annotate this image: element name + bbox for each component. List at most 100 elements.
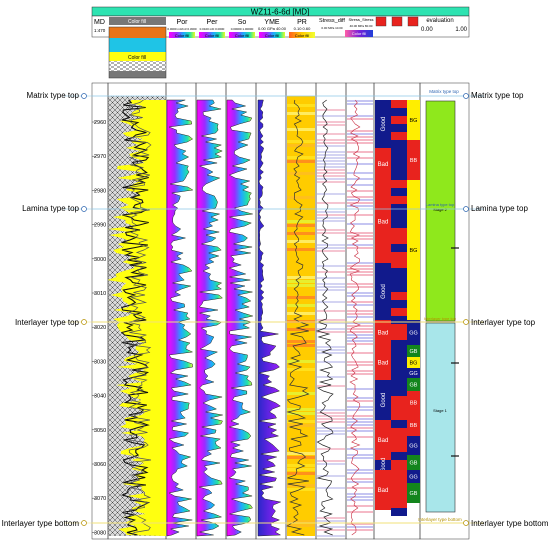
marker-left-icon-bottom xyxy=(81,520,87,526)
class-label: Good xyxy=(381,117,387,132)
stress-diff-band xyxy=(317,529,345,531)
left-marker-labels: Matrix type top Lamina type top Interlay… xyxy=(2,91,87,528)
class-label: Bad xyxy=(378,162,389,168)
stress-diff-band xyxy=(317,322,345,324)
stress-band xyxy=(347,454,373,456)
stress-band xyxy=(347,301,373,303)
header-stress-stress: Stress_Stress xyxy=(349,17,374,22)
pr-band xyxy=(287,312,315,315)
stress-diff-band xyxy=(317,517,345,519)
class-mid-block xyxy=(391,372,407,380)
marker-left-icon-lamina xyxy=(81,206,87,212)
stress-diff-band xyxy=(317,535,345,537)
stress-band xyxy=(347,481,373,483)
stress-band xyxy=(347,427,373,429)
class-mid-block xyxy=(391,364,407,372)
range-per: 0.0100 mD 0.0000 xyxy=(200,27,225,31)
pr-band xyxy=(287,280,315,283)
stress-band xyxy=(347,499,373,501)
stress-band xyxy=(347,373,373,375)
stress-diff-band xyxy=(317,193,345,195)
class-mid-block xyxy=(391,292,407,300)
stress-band xyxy=(347,511,373,513)
class-mid-block xyxy=(391,260,407,268)
pr-band xyxy=(287,172,315,175)
marker-note-bottom: Interlayer type bottom xyxy=(418,517,462,522)
depth-tick-label: 3080 xyxy=(94,530,106,536)
class-label: Good xyxy=(381,393,387,408)
depth-tick-label: 2990 xyxy=(94,223,106,229)
stress-diff-band xyxy=(317,229,345,231)
stress-diff-band xyxy=(317,121,345,123)
stress-band xyxy=(347,271,373,273)
stress-band xyxy=(347,397,373,399)
lith-title: Color fill xyxy=(128,19,146,25)
class-mid-block xyxy=(391,492,407,500)
class-mid-block xyxy=(391,196,407,204)
marker-right-icon-bottom xyxy=(463,520,469,526)
class-mid-block xyxy=(391,188,407,196)
stress-band xyxy=(347,406,373,408)
fill-label-yme: Color fill xyxy=(265,33,280,38)
class-mid-block xyxy=(391,508,407,516)
stress-band xyxy=(347,415,373,417)
stress-band xyxy=(347,214,373,216)
marker-left-icon-matrix xyxy=(81,93,87,99)
stress-band xyxy=(347,310,373,312)
class-mid-block xyxy=(391,124,407,132)
stress-band xyxy=(347,235,373,237)
class-mid-block xyxy=(391,468,407,476)
class-mid-block xyxy=(391,164,407,172)
code-block xyxy=(407,345,420,357)
header-so: So xyxy=(238,19,247,26)
stress-band xyxy=(347,370,373,372)
pr-band xyxy=(287,456,315,459)
code-label: BG xyxy=(410,118,418,124)
stress-diff-band xyxy=(317,124,345,126)
class-block xyxy=(375,180,391,263)
stress-diff-band xyxy=(317,271,345,273)
class-mid-block xyxy=(391,268,407,276)
stress-band xyxy=(347,142,373,144)
stage-2-label: Stage 2 xyxy=(433,207,448,212)
stress-band xyxy=(347,316,373,318)
stress-diff-band xyxy=(317,133,345,135)
stress-band xyxy=(347,130,373,132)
stress-band xyxy=(347,118,373,120)
depth-tick-label: 2970 xyxy=(94,154,106,160)
depth-tick-label: 3070 xyxy=(94,496,106,502)
class-mid-block xyxy=(391,172,407,180)
stress-diff-band xyxy=(317,145,345,147)
stress-band xyxy=(347,436,373,438)
lith-swatch-label: Color fill xyxy=(128,55,146,61)
class-mid-block xyxy=(391,396,407,404)
pr-band xyxy=(287,472,315,475)
stress-band xyxy=(347,103,373,105)
stress-diff-band xyxy=(317,463,345,465)
stress-diff-band xyxy=(317,277,345,279)
pr-band xyxy=(287,360,315,363)
track-frames xyxy=(91,82,470,540)
marker-right-bottom: Interlayer type bottom xyxy=(471,519,549,528)
range-por: 0.0000 m3/m3 0.3000 xyxy=(167,27,197,31)
stress-diff-band xyxy=(317,154,345,156)
stage-2-block xyxy=(425,100,456,322)
class-mid-block xyxy=(391,300,407,308)
marker-right-interlayer: Interlayer type top xyxy=(471,318,536,327)
stress-band xyxy=(347,268,373,270)
stress-diff-band xyxy=(317,286,345,288)
stress-band xyxy=(347,334,373,336)
class-mid-block xyxy=(391,284,407,292)
class-label: Bad xyxy=(378,488,389,494)
stress-band xyxy=(347,199,373,201)
class-mid-block xyxy=(391,380,407,388)
stress-diff-band xyxy=(317,163,345,165)
stress-band xyxy=(347,163,373,165)
stress-band xyxy=(347,364,373,366)
stress-diff-band xyxy=(317,409,345,411)
stress-band xyxy=(347,352,373,354)
code-block xyxy=(407,414,420,436)
eval-max: 1.00 xyxy=(455,27,467,33)
stress-diff-band xyxy=(317,220,345,222)
